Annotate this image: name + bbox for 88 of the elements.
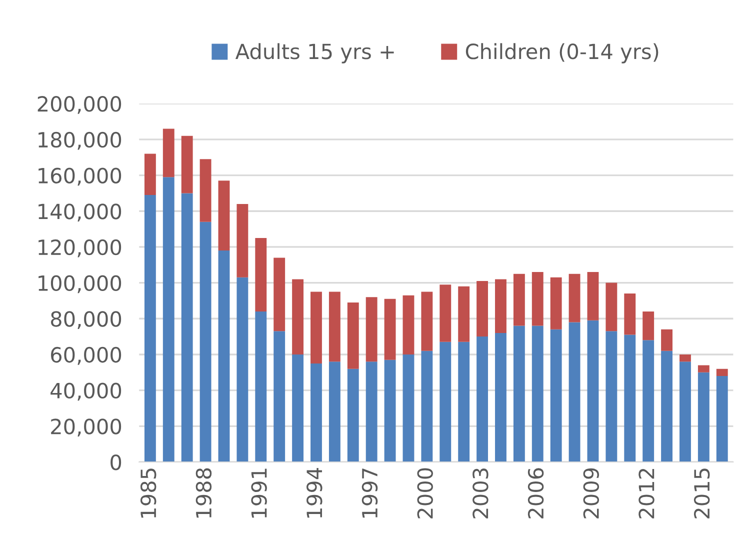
y-tick-label: 40,000 [50, 382, 122, 401]
bar [716, 376, 728, 462]
y-tick-label: 140,000 [38, 204, 122, 222]
x-tick-label: 1988 [196, 468, 212, 518]
bar [642, 311, 654, 340]
x-tick-label: 1985 [140, 468, 156, 518]
x-tick-label: 2015 [694, 468, 710, 518]
x-tick-label: 2006 [528, 468, 544, 518]
y-tick-label: 20,000 [51, 418, 122, 436]
y-tick-label: 100,000 [38, 275, 122, 294]
bar [680, 354, 691, 362]
bar [181, 193, 193, 462]
bar [274, 258, 286, 332]
bar [310, 363, 322, 462]
bar [532, 272, 544, 326]
bar [236, 204, 248, 278]
bar [716, 368, 728, 376]
x-tick-label: 1991 [251, 468, 267, 518]
legend-label: Adults 15 yrs + [235, 43, 394, 64]
bar [292, 354, 304, 462]
bar [292, 279, 304, 354]
bar [366, 362, 378, 462]
y-tick-label: 0 [110, 454, 122, 470]
y-tick-label: 160,000 [38, 168, 122, 186]
bar [255, 238, 267, 312]
bar [568, 274, 580, 322]
bar [440, 342, 452, 462]
bar [680, 362, 691, 462]
bar [402, 295, 414, 354]
bar [550, 329, 562, 462]
bar [274, 331, 286, 462]
bar [144, 194, 156, 462]
bar [366, 297, 378, 362]
bar [476, 336, 488, 462]
bar [255, 311, 267, 462]
x-tick-label: 2000 [417, 468, 433, 518]
bar [236, 277, 248, 462]
bar [458, 342, 470, 462]
bar [698, 365, 710, 372]
bar [347, 368, 359, 462]
y-tick-label: 60,000 [51, 346, 122, 365]
bar [200, 222, 212, 462]
bar [328, 292, 340, 362]
x-tick-label: 2003 [472, 468, 488, 518]
bar [402, 354, 414, 462]
bar [440, 284, 452, 342]
bar [606, 282, 618, 332]
bar [458, 286, 470, 342]
bar [606, 331, 618, 462]
x-tick-label: 2012 [638, 468, 654, 518]
y-tick-label: 200,000 [38, 96, 122, 114]
bar [698, 372, 710, 462]
bar [532, 326, 544, 462]
x-tick-label: 1994 [306, 468, 322, 518]
bar [144, 154, 156, 195]
bar [624, 334, 636, 462]
bar [513, 274, 525, 326]
bar [310, 292, 322, 364]
legend-label: Children (0-14 yrs) [466, 43, 658, 64]
bar [587, 272, 599, 320]
y-tick-label: 180,000 [38, 132, 122, 150]
bar [568, 322, 580, 462]
bar [495, 332, 506, 462]
y-tick-label: 120,000 [38, 239, 122, 258]
bar [661, 350, 672, 462]
bar [642, 340, 654, 462]
bar [421, 350, 433, 462]
bar [384, 360, 396, 462]
bar [181, 136, 193, 194]
bar [218, 180, 230, 251]
y-tick-label: 80,000 [50, 311, 122, 329]
bar [162, 128, 174, 178]
bar [162, 177, 174, 462]
x-tick-label: 2009 [583, 468, 600, 518]
bar [200, 159, 212, 222]
bar [550, 277, 562, 330]
bar [384, 298, 396, 360]
bar [624, 294, 636, 335]
bar [421, 292, 433, 351]
bar [495, 279, 506, 333]
x-tick-label: 1997 [362, 468, 378, 518]
bar [218, 250, 230, 462]
bar [328, 362, 340, 462]
bar [587, 320, 599, 462]
bar [513, 326, 525, 462]
bar [476, 281, 488, 337]
bar [347, 302, 359, 369]
bar [661, 329, 672, 351]
